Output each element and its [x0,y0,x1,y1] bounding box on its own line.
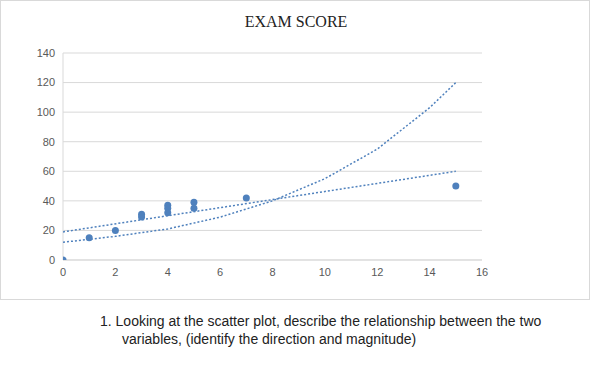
svg-text:80: 80 [43,136,55,148]
svg-text:0: 0 [60,266,66,278]
svg-text:10: 10 [319,266,331,278]
svg-text:14: 14 [424,266,436,278]
html-text:1. Looking at the scatter plot: 1. Looking at the scatter plot, describe… [100,313,542,347]
svg-text:100: 100 [37,106,55,118]
svg-text:6: 6 [217,266,223,278]
svg-text:20: 20 [43,224,55,236]
svg-text:16: 16 [476,266,488,278]
svg-text:140: 140 [37,47,55,59]
html-text:EXAM SCORE: EXAM SCORE [244,13,348,30]
svg-text:60: 60 [43,165,55,177]
svg-text:12: 12 [371,266,383,278]
svg-text:120: 120 [37,76,55,88]
svg-text:8: 8 [269,266,275,278]
svg-text:0: 0 [49,254,55,266]
svg-text:40: 40 [43,195,55,207]
svg-text:2: 2 [112,266,118,278]
svg-text:4: 4 [165,266,171,278]
